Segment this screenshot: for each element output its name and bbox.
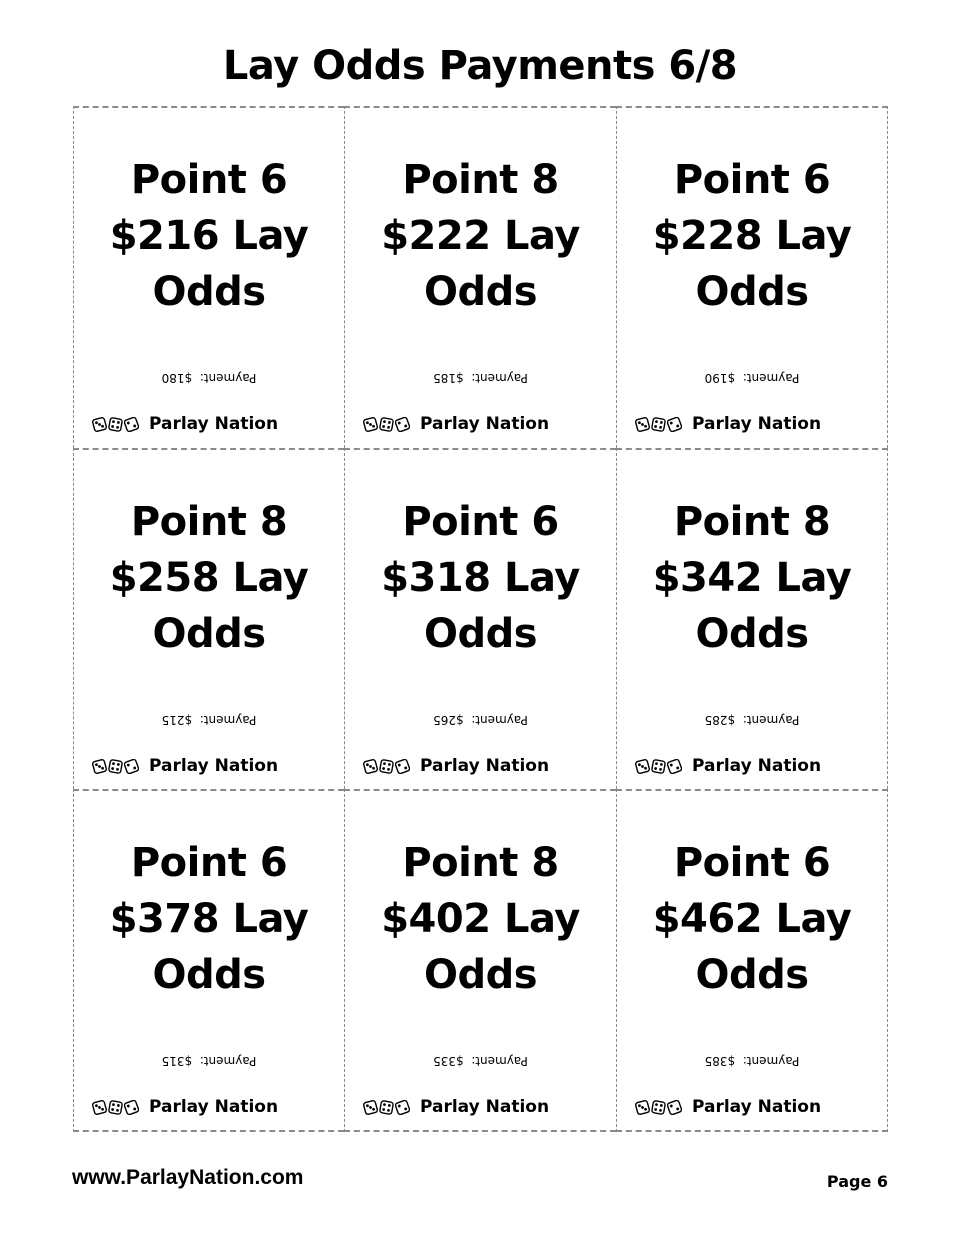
card-amount: $378 Lay [109,896,309,942]
card-amount: $258 Lay [109,555,309,601]
card-odds: Odds [423,611,538,657]
lay-odds-card: Point 8 $342 Lay Odds Payment: $285 Parl… [616,448,888,789]
card-grid: Point 6 $216 Lay Odds Payment: $180 Parl… [73,106,888,1132]
dice-icon [363,758,410,774]
lay-odds-card: Point 6 $318 Lay Odds Payment: $265 Parl… [344,448,616,789]
brand-name: Parlay Nation [420,1097,550,1117]
card-payment: Payment: $185 [433,371,528,385]
card-point: Point 6 [402,499,559,545]
brand-name: Parlay Nation [149,414,279,434]
dice-icon [92,1099,139,1115]
lay-odds-card: Point 8 $402 Lay Odds Payment: $335 Parl… [344,789,616,1132]
dice-icon [92,758,139,774]
card-brand: Parlay Nation [92,414,278,434]
card-main-text: Point 8 $402 Lay Odds [345,835,616,1003]
card-brand: Parlay Nation [92,756,278,776]
card-amount: $402 Lay [381,896,580,942]
lay-odds-card: Point 6 $378 Lay Odds Payment: $315 Parl… [73,789,344,1132]
card-payment: Payment: $385 [704,1054,800,1068]
card-payment: Payment: $315 [161,1054,257,1068]
card-main-text: Point 8 $258 Lay Odds [74,494,344,662]
lay-odds-card: Point 6 $216 Lay Odds Payment: $180 Parl… [73,106,344,448]
brand-name: Parlay Nation [149,756,279,776]
card-payment: Payment: $215 [161,713,257,727]
card-main-text: Point 6 $378 Lay Odds [74,835,344,1003]
brand-name: Parlay Nation [420,414,550,434]
lay-odds-card: Point 8 $258 Lay Odds Payment: $215 Parl… [73,448,344,789]
card-payment: Payment: $335 [433,1054,528,1068]
card-main-text: Point 6 $228 Lay Odds [617,152,887,320]
card-point: Point 6 [130,157,288,203]
footer-website-url: www.ParlayNation.com [72,1166,304,1189]
card-point: Point 6 [673,157,831,203]
dice-icon [363,416,410,432]
card-point: Point 8 [402,840,559,886]
card-main-text: Point 6 $318 Lay Odds [345,494,616,662]
card-main-text: Point 6 $216 Lay Odds [74,152,344,320]
card-amount: $342 Lay [652,555,852,601]
lay-odds-card: Point 6 $228 Lay Odds Payment: $190 Parl… [616,106,888,448]
card-odds: Odds [423,269,538,315]
dice-icon [92,416,139,432]
card-amount: $318 Lay [381,555,580,601]
card-payment: Payment: $285 [704,713,800,727]
card-odds: Odds [695,611,809,657]
card-point: Point 6 [673,840,831,886]
card-odds: Odds [152,952,266,998]
brand-name: Parlay Nation [149,1097,279,1117]
card-main-text: Point 6 $462 Lay Odds [617,835,887,1003]
card-point: Point 8 [402,157,559,203]
card-brand: Parlay Nation [363,414,549,434]
card-main-text: Point 8 $342 Lay Odds [617,494,887,662]
card-brand: Parlay Nation [92,1097,278,1117]
card-payment: Payment: $180 [161,371,257,385]
card-brand: Parlay Nation [635,1097,821,1117]
card-payment: Payment: $190 [704,371,800,385]
card-payment: Payment: $265 [433,713,528,727]
lay-odds-card: Point 8 $222 Lay Odds Payment: $185 Parl… [344,106,616,448]
card-odds: Odds [695,952,809,998]
dice-icon [363,1099,410,1115]
brand-name: Parlay Nation [692,1097,822,1117]
card-brand: Parlay Nation [635,756,821,776]
card-brand: Parlay Nation [363,756,549,776]
dice-icon [635,758,682,774]
card-point: Point 6 [130,840,288,886]
dice-icon [635,1099,682,1115]
page-title: Lay Odds Payments 6/8 [222,43,738,89]
card-odds: Odds [695,269,809,315]
brand-name: Parlay Nation [692,756,822,776]
card-amount: $216 Lay [109,213,309,259]
card-odds: Odds [152,611,266,657]
card-amount: $222 Lay [381,213,580,259]
lay-odds-card: Point 6 $462 Lay Odds Payment: $385 Parl… [616,789,888,1132]
dice-icon [635,416,682,432]
card-brand: Parlay Nation [635,414,821,434]
card-odds: Odds [152,269,266,315]
card-odds: Odds [423,952,538,998]
brand-name: Parlay Nation [692,414,822,434]
card-amount: $228 Lay [652,213,852,259]
card-amount: $462 Lay [652,896,852,942]
card-main-text: Point 8 $222 Lay Odds [345,152,616,320]
page-number: Page 6 [826,1172,888,1191]
brand-name: Parlay Nation [420,756,550,776]
card-point: Point 8 [130,499,288,545]
card-point: Point 8 [673,499,831,545]
card-brand: Parlay Nation [363,1097,549,1117]
